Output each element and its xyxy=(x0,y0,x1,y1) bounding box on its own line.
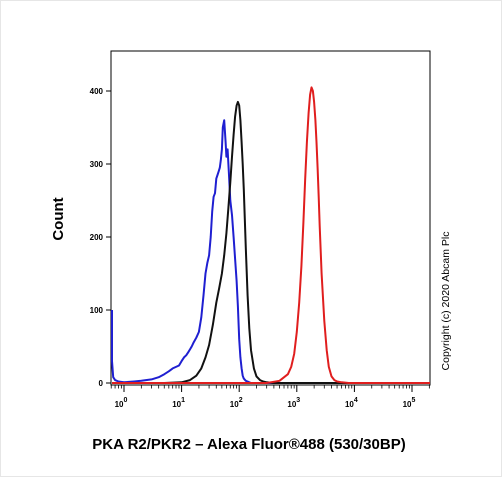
x-tick-label-0: 100 xyxy=(115,397,128,409)
series-line-3 xyxy=(112,86,430,384)
y-axis-title: Count xyxy=(50,197,67,240)
x-axis: 100 101 102 103 104 105 xyxy=(110,385,430,409)
plot-frame xyxy=(110,50,431,386)
y-tick-label-300: 300 xyxy=(90,160,104,169)
y-tick-label-0: 0 xyxy=(99,379,104,388)
y-axis: 0 100 200 300 400 xyxy=(90,87,111,388)
x-tick-label-2: 102 xyxy=(230,397,243,409)
x-axis-title: PKA R2/PKR2 – Alexa Fluor®488 (530/30BP) xyxy=(92,436,405,453)
copyright-annotation: Copyright (c) 2020 Abcam Plc xyxy=(440,232,452,371)
x-tick-label-1: 101 xyxy=(172,397,185,409)
series-layer xyxy=(111,86,430,384)
y-tick-label-100: 100 xyxy=(90,306,104,315)
y-tick-label-200: 200 xyxy=(90,233,104,242)
series-line-1 xyxy=(111,119,430,384)
x-tick-label-3: 103 xyxy=(287,397,300,409)
x-tick-label-4: 104 xyxy=(345,397,358,409)
plot-area xyxy=(110,50,431,386)
series-line-2 xyxy=(112,100,430,384)
y-tick-label-400: 400 xyxy=(90,87,104,96)
x-tick-label-5: 105 xyxy=(403,397,416,409)
